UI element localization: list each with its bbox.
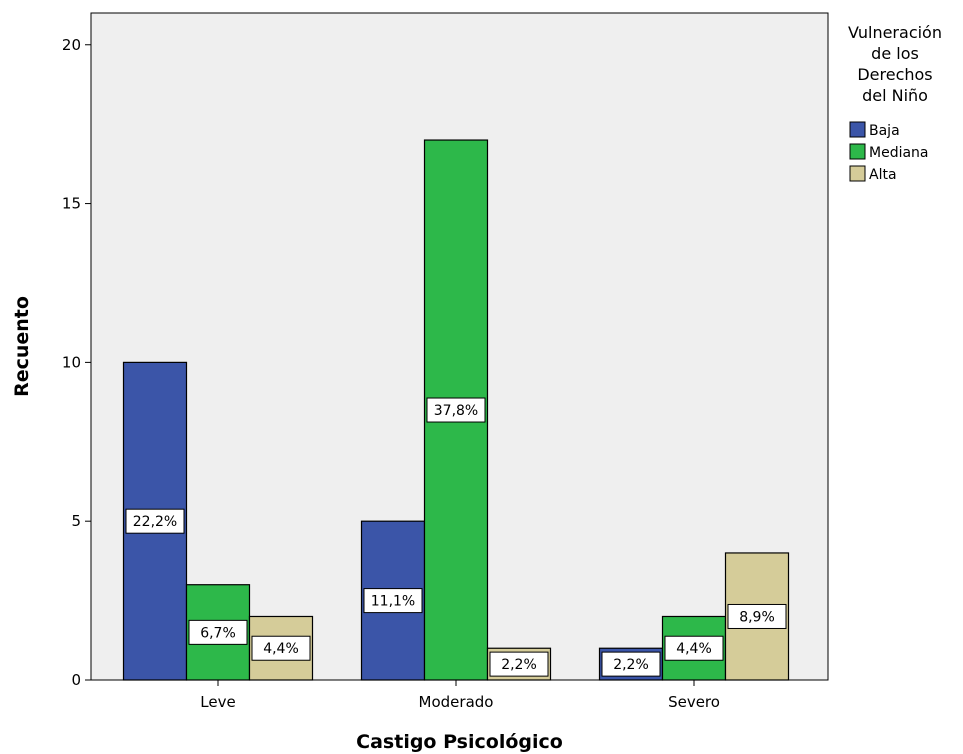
legend-swatch-baja <box>849 121 866 138</box>
legend-title-line: de los <box>871 44 919 63</box>
data-label-box <box>125 508 185 534</box>
legend-label-mediana: Mediana <box>869 145 929 161</box>
y-tick-label: 15 <box>62 195 81 213</box>
data-label: 4,4% <box>263 641 299 657</box>
data-label: 22,2% <box>133 514 177 530</box>
data-label-box <box>363 588 423 614</box>
y-tick-label: 10 <box>62 353 81 371</box>
data-label: 6,7% <box>200 625 236 641</box>
x-axis-title: Castigo Psicológico <box>356 731 563 753</box>
y-tick-label: 0 <box>71 671 81 689</box>
legend-title-line: Derechos <box>857 65 932 84</box>
y-tick-label: 20 <box>62 36 81 54</box>
x-tick-label: Leve <box>200 693 235 711</box>
data-label: 8,9% <box>739 609 775 625</box>
x-tick-label: Moderado <box>419 693 494 711</box>
data-label-box <box>188 619 248 645</box>
y-axis-title: Recuento <box>11 296 33 397</box>
legend-swatch-alta <box>849 165 866 182</box>
y-tick-label: 5 <box>71 512 81 530</box>
data-label-box <box>426 397 486 423</box>
legend-swatch-mediana <box>849 143 866 160</box>
data-label: 37,8% <box>434 403 478 419</box>
data-label-box <box>251 635 311 661</box>
legend-label-baja: Baja <box>869 123 900 139</box>
legend-title-line: del Niño <box>862 86 928 105</box>
legend-title-line: Vulneración <box>848 23 942 42</box>
data-label: 4,4% <box>676 641 712 657</box>
data-label-box <box>727 603 787 629</box>
data-label-box <box>601 651 661 677</box>
data-label: 11,1% <box>371 594 415 610</box>
data-label-box <box>489 651 549 677</box>
data-label: 2,2% <box>501 657 537 673</box>
x-tick-label: Severo <box>668 693 720 711</box>
data-label: 2,2% <box>613 657 649 673</box>
legend-label-alta: Alta <box>869 167 897 183</box>
data-label-box <box>664 635 724 661</box>
